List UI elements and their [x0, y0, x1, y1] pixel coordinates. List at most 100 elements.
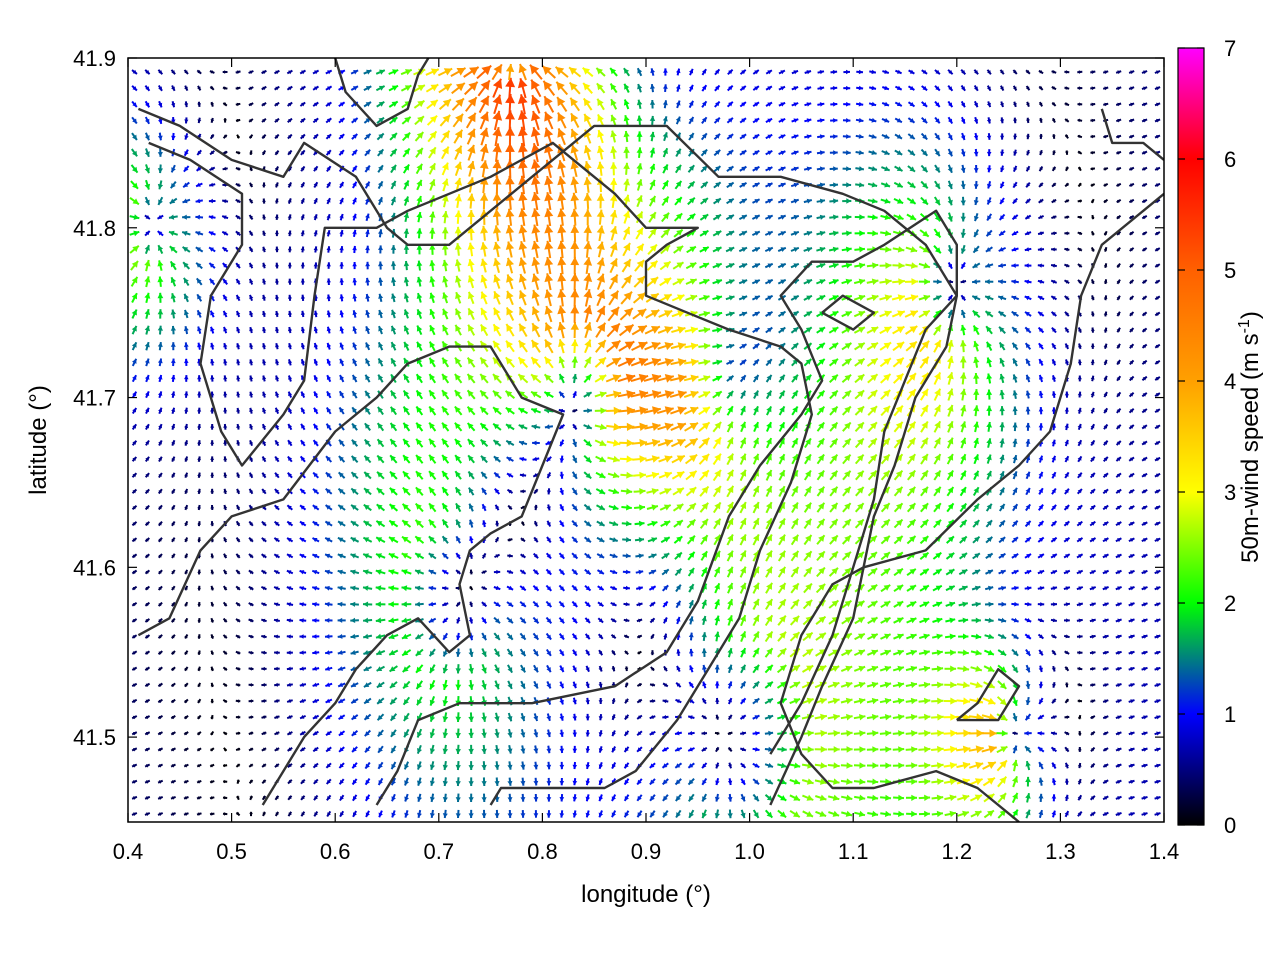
wind-arrow: [417, 777, 422, 786]
colorbar-tick-label: 1: [1224, 702, 1236, 727]
wind-arrow: [1154, 699, 1161, 704]
wind-arrow: [957, 810, 970, 818]
wind-arrow: [468, 712, 474, 722]
wind-arrow: [1102, 763, 1109, 768]
wind-arrow: [299, 698, 307, 704]
wind-arrow: [611, 746, 616, 753]
wind-arrow: [184, 682, 189, 688]
x-tick-label: 1.4: [1149, 839, 1180, 864]
wind-arrow: [299, 762, 306, 769]
wind-arrow: [468, 728, 474, 739]
wind-arrow: [210, 698, 214, 704]
wind-arrow: [546, 729, 552, 738]
wind-arrow: [801, 746, 814, 753]
wind-arrow: [636, 810, 643, 818]
wind-arrow: [585, 794, 591, 802]
wind-arrow: [905, 713, 918, 721]
wind-arrow: [274, 763, 280, 768]
wind-arrow: [827, 762, 840, 769]
wind-arrow: [481, 680, 487, 690]
wind-arrow: [714, 793, 720, 802]
wind-arrow: [1037, 746, 1045, 753]
wind-arrow: [1154, 812, 1161, 817]
wind-arrow: [157, 795, 164, 800]
wind-arrow: [261, 699, 267, 703]
wind-arrow: [701, 777, 708, 786]
wind-arrow: [649, 778, 656, 786]
wind-arrow: [520, 745, 526, 754]
wind-arrow: [611, 810, 617, 818]
wind-arrow: [649, 730, 656, 736]
wind-arrow: [956, 745, 971, 754]
wind-arrow: [248, 779, 254, 784]
wind-arrow: [1141, 812, 1148, 817]
wind-arrow: [789, 794, 801, 802]
wind-arrow: [649, 810, 656, 818]
wind-arrow: [879, 762, 892, 769]
wind-arrow: [248, 715, 254, 719]
wind-arrow: [261, 682, 267, 687]
wind-arrow: [866, 697, 879, 705]
wind-arrow: [968, 729, 984, 738]
wind-arrow: [1050, 731, 1058, 736]
wind-arrow: [624, 714, 630, 721]
wind-arrow: [727, 714, 733, 721]
wind-arrow: [429, 696, 436, 706]
wind-arrow: [853, 730, 866, 737]
wind-arrow: [235, 699, 241, 703]
wind-arrow: [403, 712, 410, 722]
wind-arrow: [389, 681, 398, 689]
wind-arrow: [1064, 794, 1069, 802]
wind-arrow: [325, 698, 333, 704]
wind-arrow: [572, 697, 577, 705]
wind-arrow: [853, 762, 866, 769]
wind-arrow: [1090, 746, 1096, 752]
wind-arrow: [1128, 779, 1135, 784]
wind-arrow: [559, 745, 565, 754]
wind-arrow: [222, 796, 228, 800]
wind-arrow: [559, 713, 564, 721]
wind-arrow: [866, 714, 879, 721]
wind-arrow: [520, 712, 526, 722]
wind-arrow: [854, 794, 866, 801]
wind-arrow: [377, 777, 384, 786]
wind-arrow: [520, 777, 526, 786]
wind-arrow: [481, 809, 487, 819]
wind-arrow: [455, 679, 462, 690]
wind-arrow: [740, 809, 746, 819]
wind-arrow: [442, 777, 448, 787]
wind-arrow: [235, 763, 241, 768]
wind-arrow: [1011, 792, 1019, 804]
wind-arrow: [1128, 812, 1135, 817]
wind-arrow: [840, 794, 853, 801]
wind-arrow: [752, 747, 760, 752]
wind-arrow: [248, 747, 254, 752]
wind-arrow: [299, 682, 307, 687]
wind-arrow: [313, 811, 319, 817]
wind-arrow: [1141, 699, 1148, 704]
wind-arrow: [287, 811, 293, 817]
wind-arrow: [905, 778, 918, 785]
wind-arrow: [222, 682, 228, 688]
wind-arrow: [867, 794, 879, 801]
wind-arrow: [157, 731, 163, 736]
wind-arrow: [982, 761, 997, 770]
wind-arrow: [248, 699, 254, 703]
wind-arrow: [222, 715, 228, 720]
wind-arrow: [1115, 715, 1122, 720]
wind-arrow: [905, 746, 918, 753]
wind-arrow: [905, 697, 918, 705]
wind-arrow: [170, 812, 176, 816]
wind-arrow: [969, 794, 983, 802]
wind-arrow: [429, 793, 435, 803]
wind-arrow: [196, 714, 202, 720]
wind-arrow: [131, 698, 138, 704]
wind-arrow: [442, 744, 449, 755]
wind-arrow: [520, 810, 526, 818]
wind-arrow: [662, 715, 669, 720]
wind-arrow: [827, 794, 840, 801]
wind-arrow: [352, 794, 358, 802]
wind-arrow: [611, 762, 617, 770]
wind-arrow: [209, 763, 215, 768]
wind-arrow: [1128, 795, 1135, 800]
